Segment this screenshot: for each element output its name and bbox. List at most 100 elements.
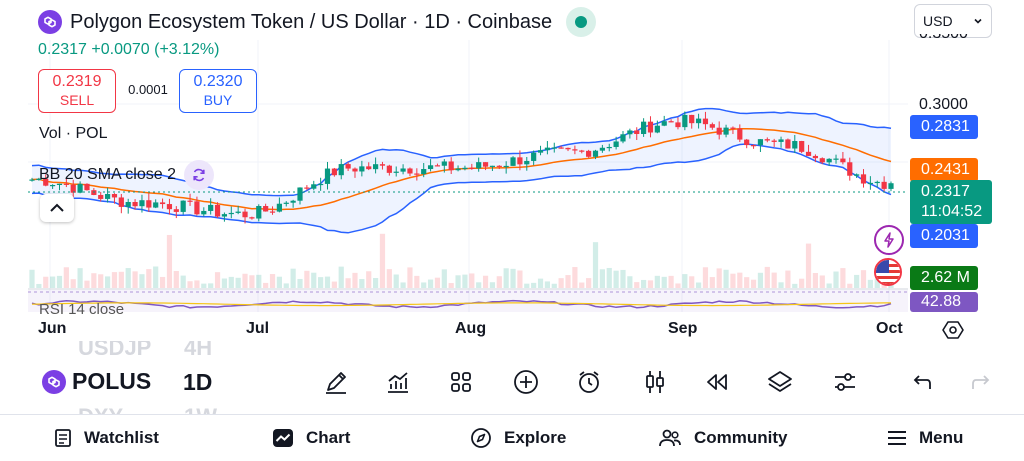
settings-sliders-icon[interactable] bbox=[827, 364, 863, 400]
candle-body bbox=[366, 166, 372, 170]
bollinger-legend[interactable]: BB 20 SMA close 2 bbox=[39, 160, 214, 190]
chart-settings-icon[interactable] bbox=[942, 319, 964, 341]
volume-bar bbox=[613, 270, 619, 288]
refresh-icon[interactable] bbox=[183, 160, 214, 190]
volume-bar bbox=[139, 274, 145, 288]
nav-community-label: Community bbox=[694, 428, 788, 447]
volume-bar bbox=[867, 279, 873, 288]
volume-bar bbox=[104, 276, 111, 288]
candle-body bbox=[874, 181, 880, 184]
volume-bar bbox=[812, 273, 819, 288]
volume-bar bbox=[771, 272, 777, 288]
volume-bar bbox=[43, 276, 49, 288]
candle-body bbox=[867, 182, 873, 185]
currency-select[interactable]: USD bbox=[914, 4, 992, 38]
candle-body bbox=[544, 147, 550, 151]
volume-bar bbox=[414, 275, 420, 288]
rsi-legend[interactable]: RSI 14 close bbox=[39, 301, 125, 318]
redo-icon[interactable] bbox=[966, 364, 996, 400]
nav-chart-label: Chart bbox=[306, 428, 351, 447]
volume-bar bbox=[586, 278, 592, 288]
volume-bar bbox=[531, 282, 537, 288]
nav-menu[interactable]: Menu bbox=[887, 415, 963, 461]
volume-bar bbox=[482, 275, 489, 288]
volume-bar bbox=[345, 278, 351, 288]
layouts-icon[interactable] bbox=[443, 364, 479, 400]
next-interval-ghost[interactable]: 1W bbox=[184, 404, 217, 414]
volume-bar bbox=[221, 278, 228, 288]
candle-type-icon[interactable] bbox=[637, 364, 673, 400]
candle-body bbox=[689, 114, 695, 124]
nav-chart[interactable]: Chart bbox=[272, 415, 350, 461]
candle-body bbox=[256, 206, 262, 219]
volume-bar bbox=[778, 282, 784, 288]
candle-body bbox=[792, 141, 798, 149]
candle-body bbox=[840, 158, 846, 163]
replay-icon[interactable] bbox=[699, 364, 735, 400]
sell-button[interactable]: 0.2319 SELL bbox=[38, 69, 116, 113]
volume-bar bbox=[427, 279, 434, 288]
lightning-icon[interactable] bbox=[874, 225, 904, 255]
volume-bar bbox=[304, 270, 310, 288]
volume-bar bbox=[764, 266, 770, 288]
volume-bar bbox=[634, 282, 640, 288]
candle-body bbox=[496, 165, 502, 167]
candle-body bbox=[63, 183, 69, 185]
volume-bar bbox=[118, 271, 124, 288]
volume-bar bbox=[311, 272, 317, 288]
candle-body bbox=[166, 204, 173, 210]
last-price-value: 0.2317 bbox=[921, 183, 970, 200]
indicators-icon[interactable] bbox=[380, 364, 416, 400]
candle-body bbox=[620, 134, 626, 142]
volume-bar bbox=[70, 279, 76, 288]
volume-bar bbox=[551, 283, 557, 288]
add-icon[interactable] bbox=[508, 364, 544, 400]
volume-bar bbox=[785, 270, 791, 288]
next-symbol-ghost[interactable]: DXY bbox=[78, 404, 123, 414]
candle-body bbox=[214, 204, 221, 217]
volume-legend[interactable]: Vol · POL bbox=[39, 125, 108, 142]
market-status-icon[interactable] bbox=[566, 7, 597, 37]
volume-bar bbox=[214, 272, 221, 288]
collapse-legend-button[interactable] bbox=[40, 194, 74, 222]
drawing-icon[interactable] bbox=[318, 364, 354, 400]
volume-bar bbox=[627, 276, 633, 288]
sell-label: SELL bbox=[59, 92, 95, 108]
alert-icon[interactable] bbox=[571, 364, 607, 400]
volume-bar bbox=[874, 278, 880, 288]
volume-bar bbox=[91, 273, 97, 288]
community-icon bbox=[659, 429, 681, 447]
buy-price: 0.2320 bbox=[193, 73, 243, 90]
hamburger-icon bbox=[888, 431, 906, 445]
symbol-title[interactable]: Polygon Ecosystem Token / US Dollar · 1D… bbox=[70, 10, 553, 33]
nav-community[interactable]: Community bbox=[658, 415, 788, 461]
us-flag-icon[interactable] bbox=[874, 258, 902, 286]
candle-body bbox=[91, 190, 97, 195]
volume-bar bbox=[517, 270, 523, 288]
buy-button[interactable]: 0.2320 BUY bbox=[179, 69, 257, 113]
candle-body bbox=[730, 127, 736, 129]
prev-interval-ghost[interactable]: 4H bbox=[184, 341, 213, 360]
interval-selector[interactable]: 1D bbox=[183, 369, 213, 395]
nav-explore[interactable]: Explore bbox=[470, 415, 566, 461]
volume-bar bbox=[476, 282, 482, 288]
candle-body bbox=[153, 202, 159, 208]
candle-body bbox=[180, 200, 186, 212]
nav-watchlist[interactable]: Watchlist bbox=[54, 415, 159, 461]
candle-body bbox=[441, 161, 447, 166]
candle-body bbox=[668, 121, 674, 123]
volume-bar bbox=[187, 281, 193, 288]
candle-body bbox=[159, 202, 166, 205]
volume-bar bbox=[407, 267, 413, 288]
rsi-badge: 42.88 bbox=[910, 292, 978, 312]
volume-bar bbox=[606, 267, 612, 288]
prev-symbol-ghost[interactable]: USDJP bbox=[78, 341, 152, 360]
volume-bar bbox=[689, 276, 695, 288]
layers-icon[interactable] bbox=[762, 364, 798, 400]
volume-bar bbox=[208, 283, 214, 288]
undo-icon[interactable] bbox=[904, 364, 940, 400]
candle-body bbox=[750, 145, 757, 147]
candle-body bbox=[29, 179, 35, 181]
symbol-selector[interactable]: POLUS bbox=[42, 368, 151, 395]
